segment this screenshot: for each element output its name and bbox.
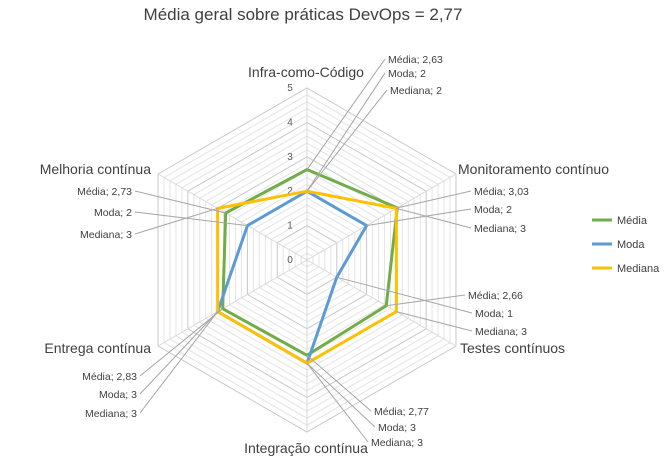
leader-line	[336, 276, 473, 314]
data-label: Moda; 1	[475, 308, 513, 320]
category-label: Entrega contínua	[44, 340, 151, 356]
leader-line	[397, 190, 472, 209]
legend-label: Moda	[617, 239, 645, 251]
data-label: Mediana; 3	[85, 408, 137, 420]
leader-line	[306, 354, 372, 412]
data-label: Média; 2,83	[82, 371, 137, 383]
radial-tick-label: 0	[287, 255, 293, 266]
leader-line	[306, 362, 369, 443]
radial-tick-label: 4	[287, 117, 293, 128]
data-label: Mediana; 3	[80, 229, 132, 241]
data-label: Média; 3,03	[474, 186, 529, 198]
data-label: Média; 2,73	[77, 186, 132, 198]
data-label: Moda; 2	[388, 68, 426, 80]
data-label: Mediana; 3	[371, 437, 423, 449]
radar-grid	[157, 87, 457, 433]
category-label: Integração contínua	[244, 440, 368, 456]
data-label: Média; 2,63	[388, 54, 443, 66]
leader-lines	[134, 58, 473, 443]
radial-tick-label: 1	[287, 221, 293, 232]
category-label: Melhoria contínua	[40, 161, 152, 177]
data-label: Mediana; 3	[475, 326, 527, 338]
chart-title: Média geral sobre práticas DevOps = 2,77	[144, 5, 463, 24]
leader-line	[139, 311, 219, 414]
data-label: Mediana; 3	[474, 223, 526, 235]
leader-line	[134, 207, 218, 235]
leader-line	[306, 58, 386, 170]
leader-line	[134, 211, 248, 227]
data-label: Média; 2,77	[374, 406, 429, 418]
leader-line	[139, 308, 224, 377]
data-label: Moda; 2	[474, 204, 512, 216]
leader-line	[134, 190, 226, 214]
legend-label: Mediana	[617, 263, 660, 275]
data-label: Média; 2,66	[468, 290, 523, 302]
leader-line	[396, 311, 473, 332]
radial-ticks: 0 1 2 3 4 5	[287, 83, 293, 266]
series-line-moda	[216, 189, 369, 365]
leader-line	[139, 311, 218, 395]
category-label: Monitoramento contínuo	[458, 161, 609, 177]
data-label: Moda; 3	[378, 422, 416, 434]
leader-line	[396, 207, 472, 229]
data-label: Moda; 2	[94, 207, 132, 219]
grid-spoke	[157, 173, 308, 261]
data-label: Mediana; 2	[390, 85, 442, 97]
radial-tick-label: 3	[287, 152, 293, 163]
radial-tick-label: 2	[287, 186, 293, 197]
grid-spoke	[157, 259, 308, 347]
category-labels: Infra-como-Código Monitoramento contínuo T…	[40, 64, 609, 456]
data-labels: Média; 2,63 Moda; 2 Mediana; 2 Média; 3,03 M…	[77, 54, 529, 449]
category-label: Infra-como-Código	[248, 64, 364, 80]
data-label: Moda; 3	[99, 389, 137, 401]
leader-line	[306, 72, 386, 192]
leader-line	[306, 362, 376, 428]
radial-tick-label: 5	[287, 83, 293, 94]
grid-spoke	[306, 173, 457, 261]
legend: Média Moda Mediana	[592, 215, 660, 275]
category-label: Testes contínuos	[460, 340, 565, 356]
leader-line	[306, 89, 388, 192]
legend-label: Média	[617, 215, 648, 227]
grid-spoke	[306, 259, 457, 347]
leader-line	[366, 208, 472, 227]
